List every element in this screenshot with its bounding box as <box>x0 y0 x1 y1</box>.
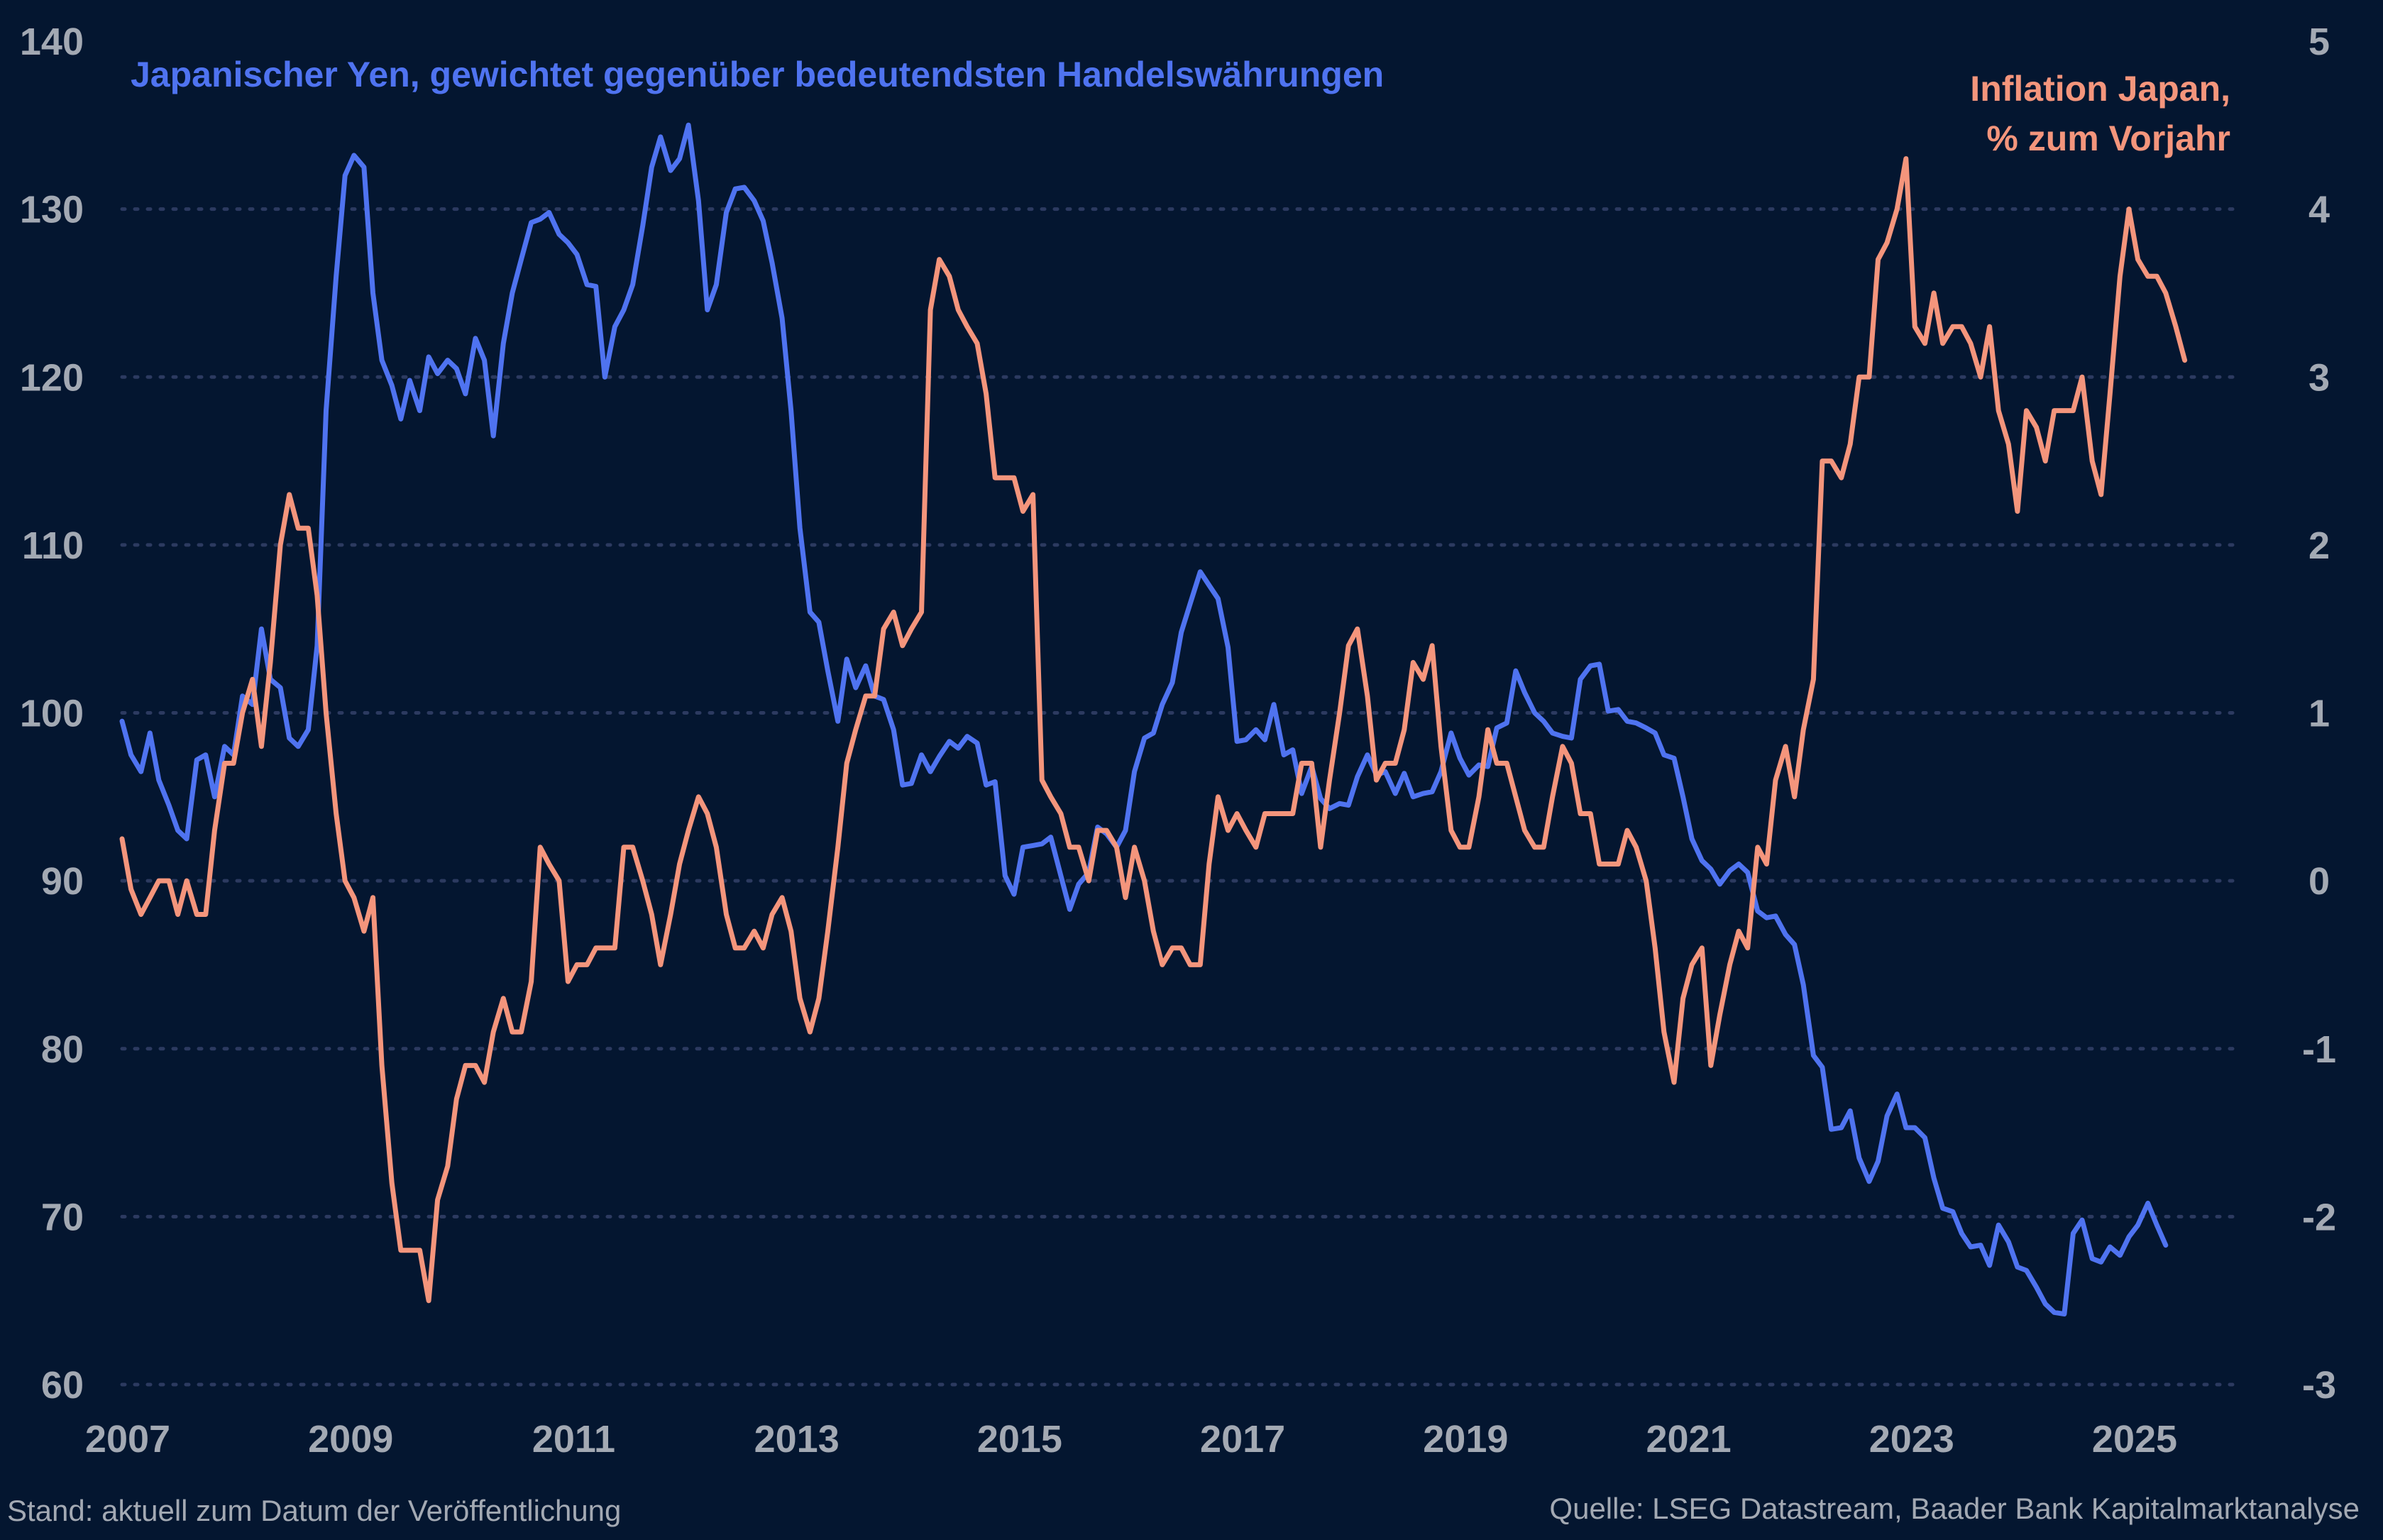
left-tick-label: 80 <box>41 1028 84 1071</box>
x-axis: 2007 2009 2011 2013 2015 2017 2019 2021 2023 2025 <box>85 1418 2177 1461</box>
x-tick-label: 2025 <box>2092 1418 2177 1461</box>
yen-series-label: Japanischer Yen, gewichtet gegenüber bed… <box>131 55 1384 94</box>
left-tick-label: 130 <box>20 189 84 231</box>
left-tick-label: 70 <box>41 1196 84 1238</box>
gridlines <box>120 207 2245 1387</box>
left-tick-label: 90 <box>41 860 84 903</box>
x-tick-label: 2017 <box>1200 1418 1285 1461</box>
x-tick-label: 2009 <box>308 1418 393 1461</box>
right-axis: -3 -2 -1 0 1 2 3 4 5 <box>2302 21 2336 1407</box>
x-tick-label: 2023 <box>1869 1418 1954 1461</box>
inflation-series-label-line2: % zum Vorjahr <box>1986 119 2230 158</box>
left-axis: 60 70 80 90 100 110 120 130 140 <box>20 21 84 1407</box>
right-tick-label: 4 <box>2308 189 2330 231</box>
left-tick-label: 100 <box>20 693 84 735</box>
right-tick-label: 2 <box>2308 524 2330 567</box>
x-tick-label: 2013 <box>754 1418 840 1461</box>
inflation-series-line <box>119 156 2188 1304</box>
yen-series-line <box>119 122 2169 1317</box>
footer-stand: Stand: aktuell zum Datum der Veröffentli… <box>7 1494 621 1527</box>
right-tick-label: 0 <box>2308 860 2330 903</box>
left-tick-label: 140 <box>20 21 84 63</box>
x-tick-label: 2015 <box>977 1418 1062 1461</box>
right-tick-label: 1 <box>2308 693 2330 735</box>
inflation-series-label-line1: Inflation Japan, <box>1970 69 2230 109</box>
x-tick-label: 2021 <box>1646 1418 1731 1461</box>
right-tick-label: 3 <box>2308 356 2330 399</box>
left-tick-label: 120 <box>20 356 84 399</box>
series-lines <box>119 122 2188 1317</box>
right-tick-label: -2 <box>2302 1196 2336 1238</box>
left-tick-label: 110 <box>22 524 84 567</box>
footer-source: Quelle: LSEG Datastream, Baader Bank Kap… <box>1549 1492 2360 1525</box>
right-tick-label: 5 <box>2308 21 2330 63</box>
x-tick-label: 2011 <box>532 1418 615 1461</box>
right-tick-label: -3 <box>2302 1364 2336 1407</box>
left-tick-label: 60 <box>41 1364 84 1407</box>
x-tick-label: 2007 <box>85 1418 170 1461</box>
right-tick-label: -1 <box>2302 1028 2336 1071</box>
x-tick-label: 2019 <box>1423 1418 1508 1461</box>
